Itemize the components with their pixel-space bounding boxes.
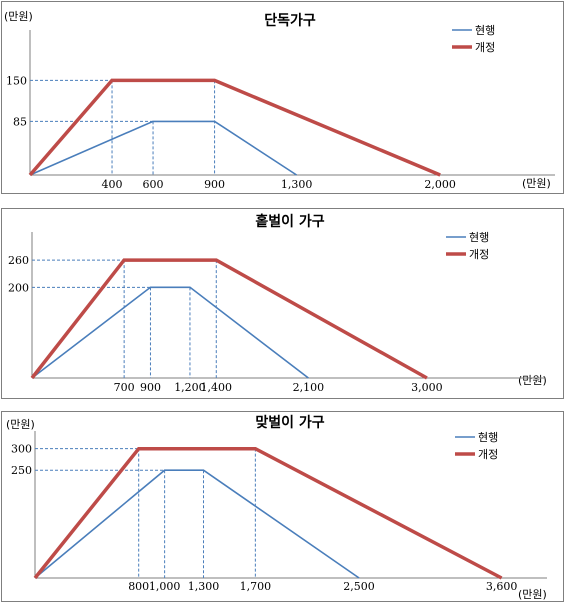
y-tick-label: 150 <box>6 74 27 87</box>
x-tick-label: 800 <box>128 580 149 593</box>
x-tick-label: 1,700 <box>240 580 272 593</box>
x-tick-label: 2,000 <box>424 178 456 191</box>
y-axis-unit: (만원) <box>6 418 35 431</box>
legend-label: 현행 <box>478 431 498 444</box>
y-axis-unit: (만원) <box>4 10 33 23</box>
y-tick-label: 260 <box>8 254 29 267</box>
x-tick-label: 600 <box>143 178 164 191</box>
x-tick-label: 1,000 <box>149 580 181 593</box>
y-tick-label: 250 <box>11 464 32 477</box>
chart-title: 단독가구 <box>264 12 316 29</box>
legend-label: 개정 <box>475 41 495 54</box>
series-line-current <box>31 286 309 379</box>
x-tick-label: 1,200 <box>174 381 206 394</box>
chart-title: 맞벌이 가구 <box>255 414 324 431</box>
x-tick-label: 900 <box>204 178 225 191</box>
x-tick-label: 1,300 <box>188 580 220 593</box>
x-tick-label: 3,000 <box>411 381 443 394</box>
y-tick-label: 200 <box>8 281 29 294</box>
chart-panel-single-household: 단독가구 (만원) (만원) 150 85 400 600 900 1,300 2,000 현… <box>4 10 555 191</box>
x-tick-label: 900 <box>140 381 161 394</box>
series-line-current <box>29 120 298 176</box>
x-axis-unit: (만원) <box>518 374 547 387</box>
chart-panel-2-border <box>1 208 564 399</box>
chart-title: 홑벌이 가구 <box>255 213 324 230</box>
series-line-revised <box>33 446 503 580</box>
series-line-revised <box>30 258 428 380</box>
x-tick-label: 2,100 <box>293 381 325 394</box>
chart-panel-dual-earner: 맞벌이 가구 (만원) (만원) 300 250 800 1,000 1,300 1,70… <box>6 414 547 601</box>
legend-label: 개정 <box>469 248 489 261</box>
x-axis-unit: (만원) <box>518 588 547 601</box>
series-line-revised <box>28 78 441 177</box>
x-tick-label: 2,500 <box>343 580 375 593</box>
y-tick-label: 85 <box>13 115 27 128</box>
legend-label: 개정 <box>478 448 498 461</box>
chart-panel-3-border <box>1 411 564 602</box>
x-tick-label: 1,300 <box>281 178 313 191</box>
x-tick-label: 700 <box>114 381 135 394</box>
y-tick-label: 300 <box>11 443 32 456</box>
x-tick-label: 1,400 <box>201 381 233 394</box>
x-tick-label: 400 <box>102 178 123 191</box>
series-line-current <box>34 469 360 579</box>
x-axis-unit: (만원) <box>522 177 551 190</box>
legend-label: 현행 <box>475 24 495 37</box>
legend-label: 현행 <box>469 231 489 244</box>
x-tick-label: 3,600 <box>486 580 518 593</box>
